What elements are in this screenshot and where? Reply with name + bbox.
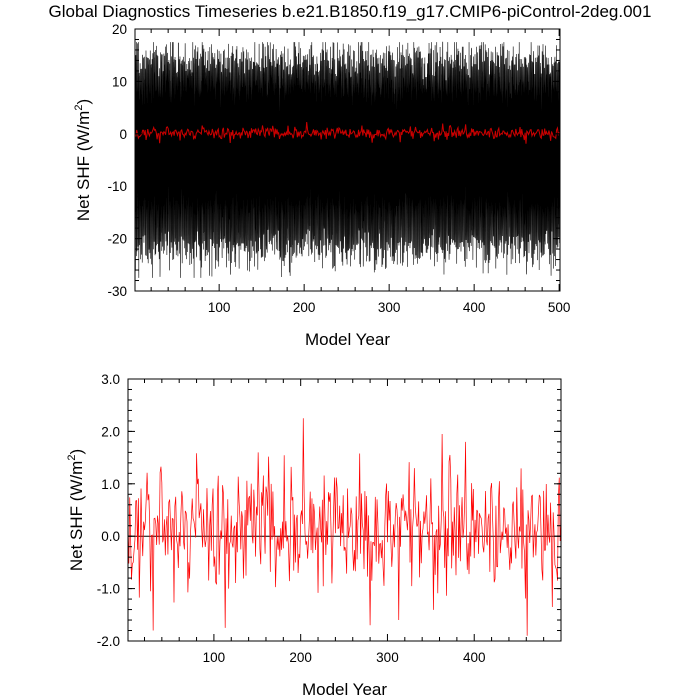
bottom-tick-marks bbox=[128, 378, 561, 642]
x-tick-label: 200 bbox=[293, 300, 316, 315]
y-tick-label: -20 bbox=[107, 232, 127, 247]
monthly-series-line bbox=[134, 41, 561, 278]
top-plot-frame bbox=[134, 28, 561, 292]
annual-series-line bbox=[134, 121, 560, 144]
top-tick-marks bbox=[135, 28, 560, 292]
top-monthly-series bbox=[134, 41, 561, 278]
page-title: Global Diagnostics Timeseries b.e21.B185… bbox=[48, 2, 652, 21]
bottom-annual-series bbox=[127, 418, 562, 636]
x-tick-label: 400 bbox=[463, 300, 486, 315]
top-y-axis-title: Net SHF (W/m2) bbox=[73, 99, 93, 221]
annual-series-line bbox=[127, 418, 562, 636]
y-tick-label: 0 bbox=[119, 127, 127, 142]
x-tick-label: 200 bbox=[289, 650, 312, 665]
bottom-x-tick-labels: 100 200 300 400 bbox=[203, 650, 486, 665]
y-tick-label: -1.0 bbox=[97, 582, 120, 597]
top-panel: -30 -20 -10 0 10 20 100 200 300 400 500 Model Yea… bbox=[73, 22, 570, 349]
y-tick-label: -10 bbox=[107, 179, 127, 194]
y-tick-label: 2.0 bbox=[101, 424, 120, 439]
x-tick-label: 300 bbox=[378, 300, 401, 315]
bottom-y-tick-labels: -2.0 -1.0 0.0 1.0 2.0 3.0 bbox=[97, 372, 120, 649]
bottom-plot-frame bbox=[127, 378, 562, 642]
x-tick-label: 400 bbox=[463, 650, 486, 665]
bottom-y-axis-title: Net SHF (W/m2) bbox=[66, 449, 86, 571]
y-tick-label: -2.0 bbox=[97, 634, 120, 649]
bottom-x-axis-title: Model Year bbox=[302, 680, 387, 699]
y-tick-label: 1.0 bbox=[101, 477, 120, 492]
top-y-tick-labels: -30 -20 -10 0 10 20 bbox=[107, 22, 127, 299]
y-tick-label: 20 bbox=[112, 22, 127, 37]
x-tick-label: 100 bbox=[203, 650, 226, 665]
y-tick-label: 10 bbox=[112, 74, 127, 89]
x-tick-label: 500 bbox=[548, 300, 571, 315]
x-tick-label: 300 bbox=[376, 650, 399, 665]
top-x-axis-title: Model Year bbox=[305, 330, 390, 349]
y-tick-label: -30 bbox=[107, 284, 127, 299]
y-tick-label: 3.0 bbox=[101, 372, 120, 387]
y-tick-label: 0.0 bbox=[101, 529, 120, 544]
top-x-tick-labels: 100 200 300 400 500 bbox=[208, 300, 571, 315]
x-tick-label: 100 bbox=[208, 300, 231, 315]
bottom-panel: -2.0 -1.0 0.0 1.0 2.0 3.0 100 200 300 400 Model … bbox=[66, 372, 562, 699]
top-annual-series bbox=[134, 121, 560, 144]
